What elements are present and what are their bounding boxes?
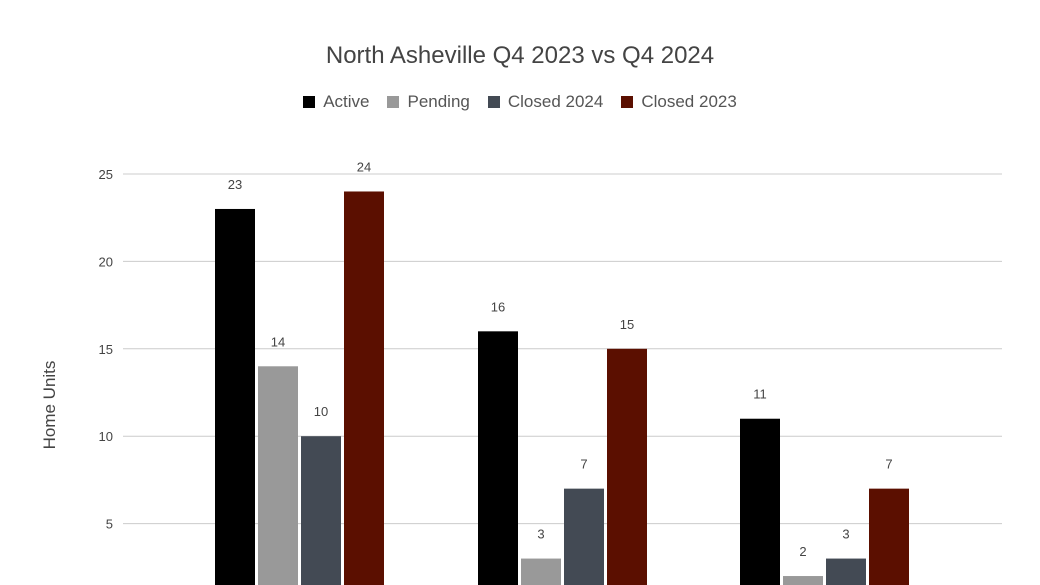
- legend-item-active: Active: [303, 92, 369, 112]
- legend-swatch-pending: [387, 96, 400, 108]
- legend-item-closed-2024: Closed 2024: [487, 92, 604, 112]
- y-axis-ticks: 5 10 15 20 25: [99, 167, 113, 532]
- bars: [215, 191, 909, 585]
- legend-item-pending: Pending: [387, 92, 470, 112]
- data-label: 11: [753, 387, 767, 402]
- legend-swatch-closed-2023: [621, 96, 634, 108]
- legend: Active Pending Closed 2024 Closed 2023: [0, 92, 1040, 112]
- data-label: 24: [357, 159, 371, 174]
- data-label: 2: [799, 544, 806, 559]
- bar-active: [215, 208, 255, 585]
- data-labels: 23 16 11 14 3 2 10 7 3 24 15 7: [228, 159, 893, 559]
- data-label: 16: [491, 299, 505, 314]
- bar-pending: [521, 558, 561, 585]
- bar-active: [478, 331, 518, 585]
- bar-closed-2023: [344, 191, 384, 585]
- legend-label-closed-2023: Closed 2023: [641, 92, 737, 111]
- y-tick-label: 10: [99, 429, 113, 444]
- bar-pending: [783, 576, 823, 585]
- data-label: 23: [228, 177, 242, 192]
- bar-closed-2024: [301, 436, 341, 585]
- legend-swatch-active: [303, 96, 316, 108]
- data-label: 15: [620, 317, 634, 332]
- bar-active: [740, 418, 780, 585]
- data-label: 10: [314, 404, 328, 419]
- bar-pending: [258, 366, 298, 585]
- bar-closed-2024: [564, 488, 604, 585]
- legend-item-closed-2023: Closed 2023: [621, 92, 737, 112]
- y-tick-label: 20: [99, 254, 113, 269]
- data-label: 7: [885, 457, 892, 472]
- legend-label-active: Active: [323, 92, 370, 111]
- y-tick-label: 5: [106, 517, 113, 532]
- y-axis-title: Home Units: [40, 361, 59, 450]
- data-label: 3: [537, 527, 544, 542]
- y-tick-label: 15: [99, 342, 113, 357]
- legend-swatch-closed-2024: [487, 96, 500, 108]
- y-tick-label: 25: [99, 167, 113, 182]
- legend-label-pending: Pending: [407, 92, 470, 111]
- data-label: 7: [580, 457, 587, 472]
- chart-title: North Asheville Q4 2023 vs Q4 2024: [325, 42, 715, 69]
- data-label: 14: [271, 334, 285, 349]
- data-label: 3: [842, 527, 849, 542]
- bar-closed-2023: [869, 488, 909, 585]
- bar-closed-2024: [826, 558, 866, 585]
- legend-label-closed-2024: Closed 2024: [507, 92, 604, 111]
- bar-closed-2023: [607, 348, 647, 585]
